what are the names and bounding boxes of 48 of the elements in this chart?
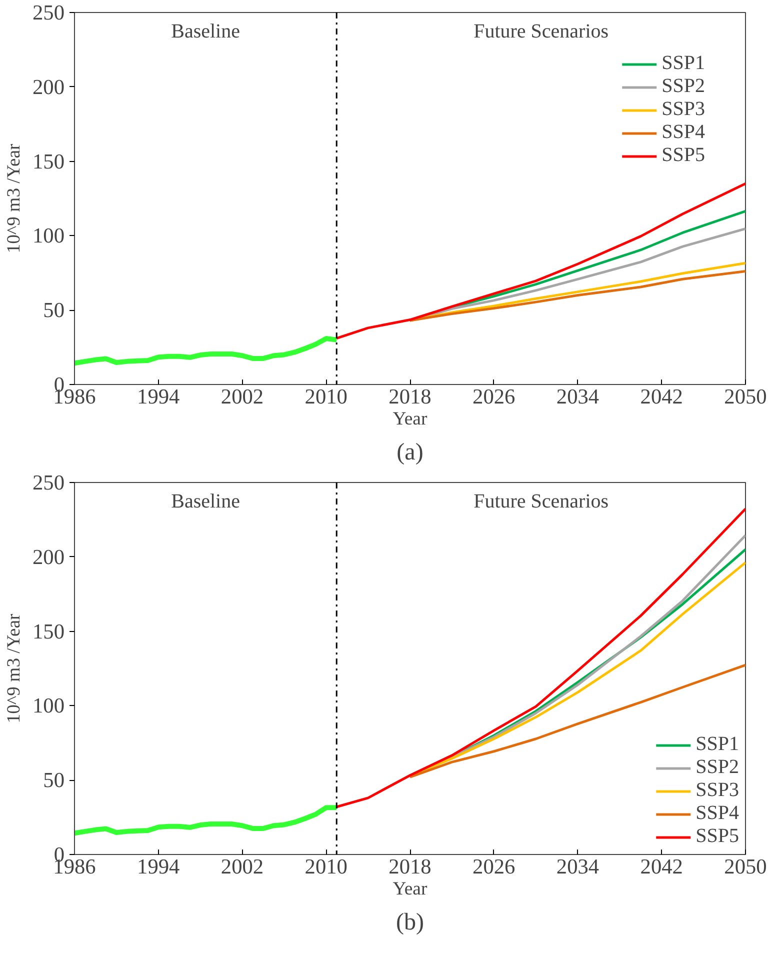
legend-label: SSP5 bbox=[662, 144, 705, 167]
annotation: Future Scenarios bbox=[474, 20, 609, 42]
x-tick-label: 2026 bbox=[472, 384, 516, 408]
legend-label: SSP2 bbox=[696, 756, 739, 779]
y-axis-title: 10^9 m3 /Year bbox=[4, 612, 25, 724]
x-tick-label: 2002 bbox=[220, 384, 264, 408]
legend-label: SSP1 bbox=[662, 52, 705, 75]
annotation: Future Scenarios bbox=[474, 490, 609, 512]
x-tick-label: 2034 bbox=[556, 384, 600, 408]
legend-label: SSP4 bbox=[696, 802, 739, 825]
x-tick-label: 2002 bbox=[220, 854, 264, 878]
x-tick-label: 2034 bbox=[556, 854, 600, 878]
y-tick-label: 150 bbox=[32, 619, 65, 644]
y-tick-label: 150 bbox=[32, 149, 65, 174]
x-tick-label: 2042 bbox=[640, 854, 683, 878]
legend-label: SSP3 bbox=[696, 779, 739, 802]
legend-label: SSP5 bbox=[696, 825, 739, 848]
legend-label: SSP3 bbox=[662, 98, 705, 121]
y-tick-label: 250 bbox=[32, 0, 65, 24]
x-tick-label: 2018 bbox=[388, 384, 432, 408]
legend-label: SSP1 bbox=[696, 733, 739, 756]
x-tick-label: 2050 bbox=[724, 854, 767, 878]
x-tick-label: 1994 bbox=[137, 854, 180, 878]
x-tick-label: 2010 bbox=[304, 384, 348, 408]
y-tick-label: 100 bbox=[32, 224, 65, 248]
y-tick-label: 200 bbox=[32, 544, 65, 569]
y-tick-label: 50 bbox=[43, 298, 64, 322]
x-tick-label: 2042 bbox=[640, 384, 683, 408]
y-tick-label: 50 bbox=[43, 768, 64, 792]
line-series bbox=[335, 182, 746, 340]
x-tick-label: 2018 bbox=[388, 854, 432, 878]
y-tick-label: 200 bbox=[32, 74, 65, 99]
y-tick-label: 100 bbox=[32, 694, 65, 718]
legend-label: SSP4 bbox=[662, 121, 705, 144]
x-axis-title: Year bbox=[392, 408, 428, 430]
line-series bbox=[408, 664, 746, 778]
x-tick-label: 1994 bbox=[137, 384, 180, 408]
annotation: Baseline bbox=[171, 20, 240, 42]
x-tick-label: 2010 bbox=[304, 854, 348, 878]
legend-label: SSP2 bbox=[662, 75, 705, 98]
y-axis-title: 10^9 m3 /Year bbox=[4, 142, 25, 254]
x-tick-label: 2026 bbox=[472, 854, 516, 878]
x-axis-title: Year bbox=[392, 878, 428, 900]
x-tick-label: 2050 bbox=[724, 384, 767, 408]
text: (a) bbox=[396, 440, 424, 466]
y-tick-label: 250 bbox=[32, 470, 65, 494]
text: (b) bbox=[396, 910, 424, 936]
annotation: Baseline bbox=[171, 490, 240, 512]
